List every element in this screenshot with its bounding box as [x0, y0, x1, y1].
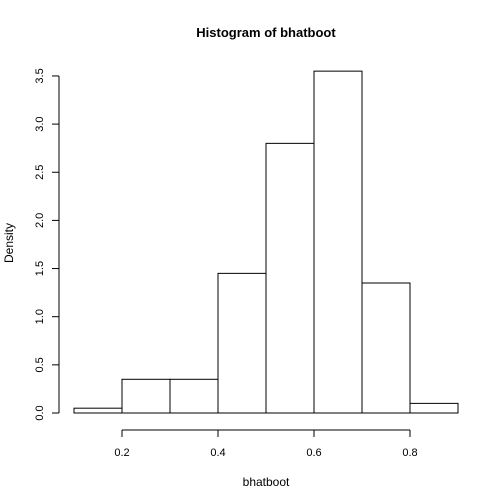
x-tick-label: 0.8: [402, 447, 417, 459]
x-tick-label: 0.4: [210, 447, 225, 459]
histogram-bar-2: [121, 378, 171, 414]
x-tick-label: 0.6: [306, 447, 321, 459]
histogram-bar-8: [409, 402, 459, 414]
y-tick-label: 0.5: [34, 357, 46, 372]
y-tick-label: 3.5: [34, 68, 46, 83]
histogram-bar-1: [73, 407, 123, 414]
y-axis-label: Density: [2, 223, 16, 263]
x-axis: 0.2 0.4 0.6 0.8: [114, 429, 418, 459]
y-tick-label: 3.0: [34, 116, 46, 131]
histogram-bar-3: [169, 378, 219, 414]
y-tick-label: 0.0: [34, 405, 46, 420]
y-tick-label: 2.0: [34, 213, 46, 228]
y-tick-label: 1.0: [34, 309, 46, 324]
bars-group: [73, 70, 459, 414]
x-tick-label: 0.2: [114, 447, 129, 459]
histogram-bar-4: [217, 272, 267, 414]
y-tick-label: 1.5: [34, 261, 46, 276]
histogram-bar-6: [313, 70, 363, 414]
y-tick-label: 2.5: [34, 165, 46, 180]
x-axis-label: bhatboot: [243, 475, 290, 489]
y-axis: 0.0 0.5 1.0 1.5 2.0 2.5 3.0 3.5: [34, 68, 60, 421]
histogram-bar-7: [361, 282, 411, 414]
chart-title: Histogram of bhatboot: [196, 25, 336, 40]
histogram-bar-5: [265, 142, 315, 414]
